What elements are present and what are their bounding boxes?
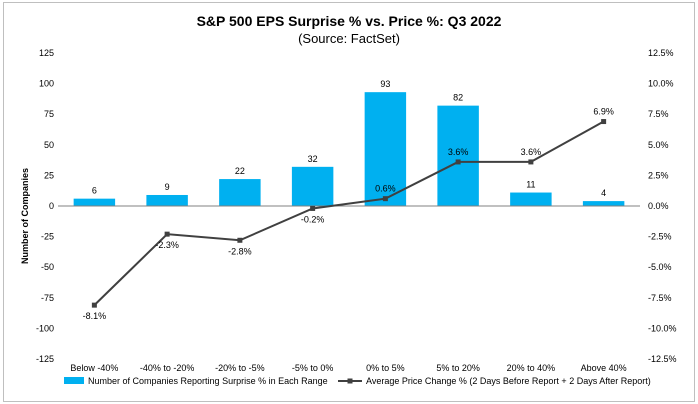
y2-tick-label: -12.5%: [648, 354, 677, 364]
price-change-label: -2.3%: [155, 240, 179, 250]
y2-tick-label: -5.0%: [648, 262, 672, 272]
y-tick-label: 50: [44, 140, 54, 150]
y2-tick-label: -7.5%: [648, 293, 672, 303]
legend-line-label: Average Price Change % (2 Days Before Re…: [366, 376, 651, 386]
price-change-marker: [382, 196, 388, 202]
y-tick-label: -125: [36, 354, 54, 364]
price-change-marker: [310, 205, 316, 211]
bar: [364, 92, 407, 206]
legend-bar-label: Number of Companies Reporting Surprise %…: [88, 376, 328, 386]
x-category-label: Below -40%: [70, 363, 118, 373]
bar: [437, 105, 479, 206]
price-change-marker: [237, 237, 243, 243]
bar-value-label: 11: [526, 180, 535, 190]
bar-value-label: 22: [235, 166, 245, 176]
y-tick-label: 125: [39, 48, 54, 58]
y2-tick-label: -10.0%: [648, 323, 677, 333]
y-tick-label: 100: [39, 79, 54, 89]
y-tick-label: -100: [36, 323, 54, 333]
y-tick-label: -25: [41, 232, 54, 242]
y-tick-label: -50: [41, 262, 54, 272]
chart-frame: [3, 2, 695, 402]
y-axis-title: Number of Companies: [20, 168, 30, 264]
x-category-label: -20% to -5%: [215, 363, 265, 373]
y-tick-label: -75: [41, 293, 54, 303]
price-change-label: -0.2%: [301, 214, 325, 224]
y-tick-label: 25: [44, 170, 54, 180]
legend-line-marker: [347, 378, 353, 384]
bar: [291, 166, 334, 206]
price-change-label: 0.6%: [375, 184, 396, 194]
bar: [219, 179, 261, 206]
y2-tick-label: 10.0%: [648, 79, 674, 89]
x-category-label: -5% to 0%: [292, 363, 334, 373]
chart-title: S&P 500 EPS Surprise % vs. Price %: Q3 2…: [197, 13, 502, 29]
x-category-label: -40% to -20%: [140, 363, 195, 373]
price-change-label: 6.9%: [593, 107, 614, 117]
legend: Number of Companies Reporting Surprise %…: [64, 376, 651, 386]
price-change-label: 3.6%: [448, 147, 469, 157]
bar-value-label: 82: [453, 93, 463, 103]
y2-tick-label: -2.5%: [648, 232, 672, 242]
bar-value-label: 4: [601, 188, 606, 198]
y-tick-label: 75: [44, 109, 54, 119]
price-change-marker: [91, 302, 97, 308]
price-change-label: -2.8%: [228, 246, 252, 256]
bar-value-label: 6: [92, 186, 97, 196]
bar: [582, 201, 625, 206]
y2-tick-label: 7.5%: [648, 109, 669, 119]
chart-subtitle: (Source: FactSet): [298, 31, 400, 46]
price-change-marker: [164, 231, 170, 237]
price-change-marker: [455, 159, 461, 165]
bar: [146, 194, 188, 206]
price-change-label: 3.6%: [521, 147, 542, 157]
price-change-marker: [601, 119, 607, 125]
bar: [73, 198, 116, 206]
bar: [510, 192, 552, 206]
price-change-marker: [528, 159, 534, 165]
y2-tick-label: 2.5%: [648, 170, 669, 180]
price-change-line: [93, 120, 605, 306]
y2-tick-label: 5.0%: [648, 140, 669, 150]
bar-value-label: 32: [308, 154, 318, 164]
y2-tick-label: 0.0%: [648, 201, 669, 211]
x-category-label: 5% to 20%: [436, 363, 480, 373]
x-category-label: Above 40%: [581, 363, 627, 373]
bar-value-label: 93: [380, 79, 390, 89]
y2-tick-label: 12.5%: [648, 48, 674, 58]
y-tick-label: 0: [49, 201, 54, 211]
bar-value-label: 9: [165, 182, 170, 192]
legend-bar-swatch: [64, 377, 84, 384]
price-change-label: -8.1%: [83, 311, 107, 321]
x-category-label: 0% to 5%: [366, 363, 405, 373]
x-category-label: 20% to 40%: [507, 363, 556, 373]
